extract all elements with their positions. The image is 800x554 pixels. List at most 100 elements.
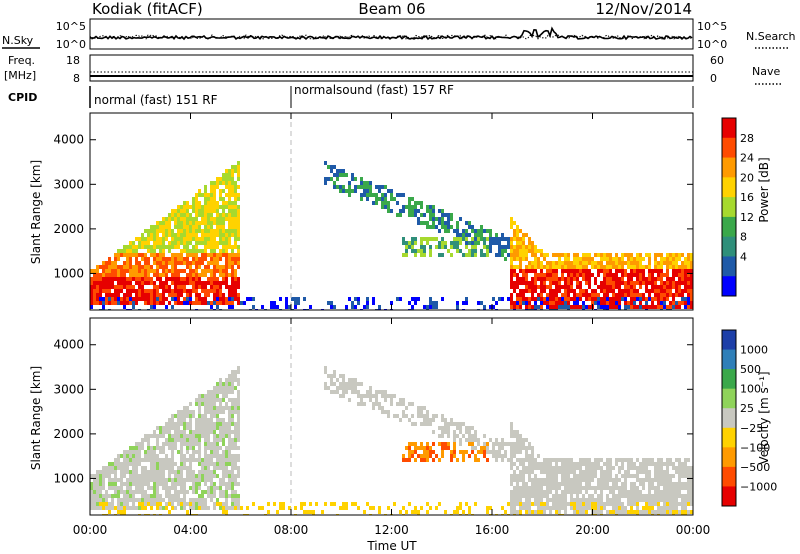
heatmap-cell [216,382,219,386]
heatmap-cell [219,225,222,229]
heatmap-cell [228,382,231,386]
heatmap-cell [522,281,525,285]
heatmap-cell [624,490,627,494]
heatmap-cell [609,486,612,490]
heatmap-cell [690,265,693,269]
heatmap-cell [594,293,597,297]
heatmap-cell [147,474,150,478]
heatmap-cell [183,261,186,265]
heatmap-cell [147,478,150,482]
heatmap-cell [189,277,192,281]
heatmap-cell [249,297,252,301]
heatmap-cell [234,422,237,426]
heatmap-cell [138,458,141,462]
heatmap-cell [579,257,582,261]
heatmap-cell [543,462,546,466]
heatmap-cell [438,442,441,446]
heatmap-cell [210,402,213,406]
heatmap-cell [648,470,651,474]
heatmap-cell [531,502,534,506]
heatmap-cell [228,506,231,510]
heatmap-cell [192,458,195,462]
heatmap-cell [636,494,639,498]
heatmap-cell [570,466,573,470]
heatmap-cell [156,470,159,474]
heatmap-cell [618,261,621,265]
heatmap-cell [429,237,432,241]
heatmap-cell [162,462,165,466]
heatmap-cell [423,253,426,257]
heatmap-cell [399,418,402,422]
heatmap-cell [642,281,645,285]
heatmap-cell [345,173,348,177]
heatmap-cell [630,285,633,289]
heatmap-cell [312,510,315,514]
heatmap-cell [123,277,126,281]
heatmap-cell [525,438,528,442]
heatmap-cell [129,494,132,498]
heatmap-cell [183,225,186,229]
heatmap-cell [639,490,642,494]
heatmap-cell [552,253,555,257]
heatmap-cell [102,478,105,482]
heatmap-cell [183,422,186,426]
heatmap-cell [210,301,213,305]
heatmap-cell [687,305,690,309]
heatmap-cell [204,209,207,213]
heatmap-cell [180,233,183,237]
heatmap-cell [126,466,129,470]
heatmap-cell [219,390,222,394]
heatmap-cell [171,217,174,221]
heatmap-cell [582,293,585,297]
heatmap-cell [168,249,171,253]
heatmap-cell [228,482,231,486]
heatmap-cell [375,197,378,201]
heatmap-cell [147,281,150,285]
heatmap-cell [117,269,120,273]
heatmap-cell [237,430,240,434]
heatmap-cell [228,297,231,301]
heatmap-cell [480,249,483,253]
heatmap-cell [339,374,342,378]
colorbar-swatch [722,236,736,257]
heatmap-cell [186,229,189,233]
heatmap-cell [564,297,567,301]
nsky-tick-top: 10^5 [56,20,86,33]
heatmap-cell [528,498,531,502]
heatmap-cell [465,430,468,434]
heatmap-cell [195,474,198,478]
heatmap-cell [594,281,597,285]
heatmap-cell [219,422,222,426]
heatmap-cell [198,209,201,213]
heatmap-cell [498,245,501,249]
heatmap-cell [96,506,99,510]
heatmap-cell [420,442,423,446]
heatmap-cell [642,269,645,273]
heatmap-cell [213,281,216,285]
heatmap-cell [234,462,237,466]
heatmap-cell [666,482,669,486]
heatmap-cell [579,269,582,273]
heatmap-cell [162,426,165,430]
heatmap-cell [519,293,522,297]
heatmap-cell [192,498,195,502]
heatmap-cell [123,293,126,297]
heatmap-cell [246,297,249,301]
heatmap-cell [234,406,237,410]
heatmap-cell [624,273,627,277]
heatmap-cell [237,398,240,402]
heatmap-cell [588,458,591,462]
heatmap-cell [540,478,543,482]
heatmap-cell [537,486,540,490]
heatmap-cell [483,241,486,245]
heatmap-cell [408,245,411,249]
heatmap-cell [231,205,234,209]
heatmap-cell [324,386,327,390]
heatmap-cell [213,426,216,430]
heatmap-cell [342,386,345,390]
heatmap-cell [555,269,558,273]
heatmap-cell [90,494,93,498]
heatmap-cell [588,297,591,301]
heatmap-cell [189,269,192,273]
heatmap-cell [144,277,147,281]
